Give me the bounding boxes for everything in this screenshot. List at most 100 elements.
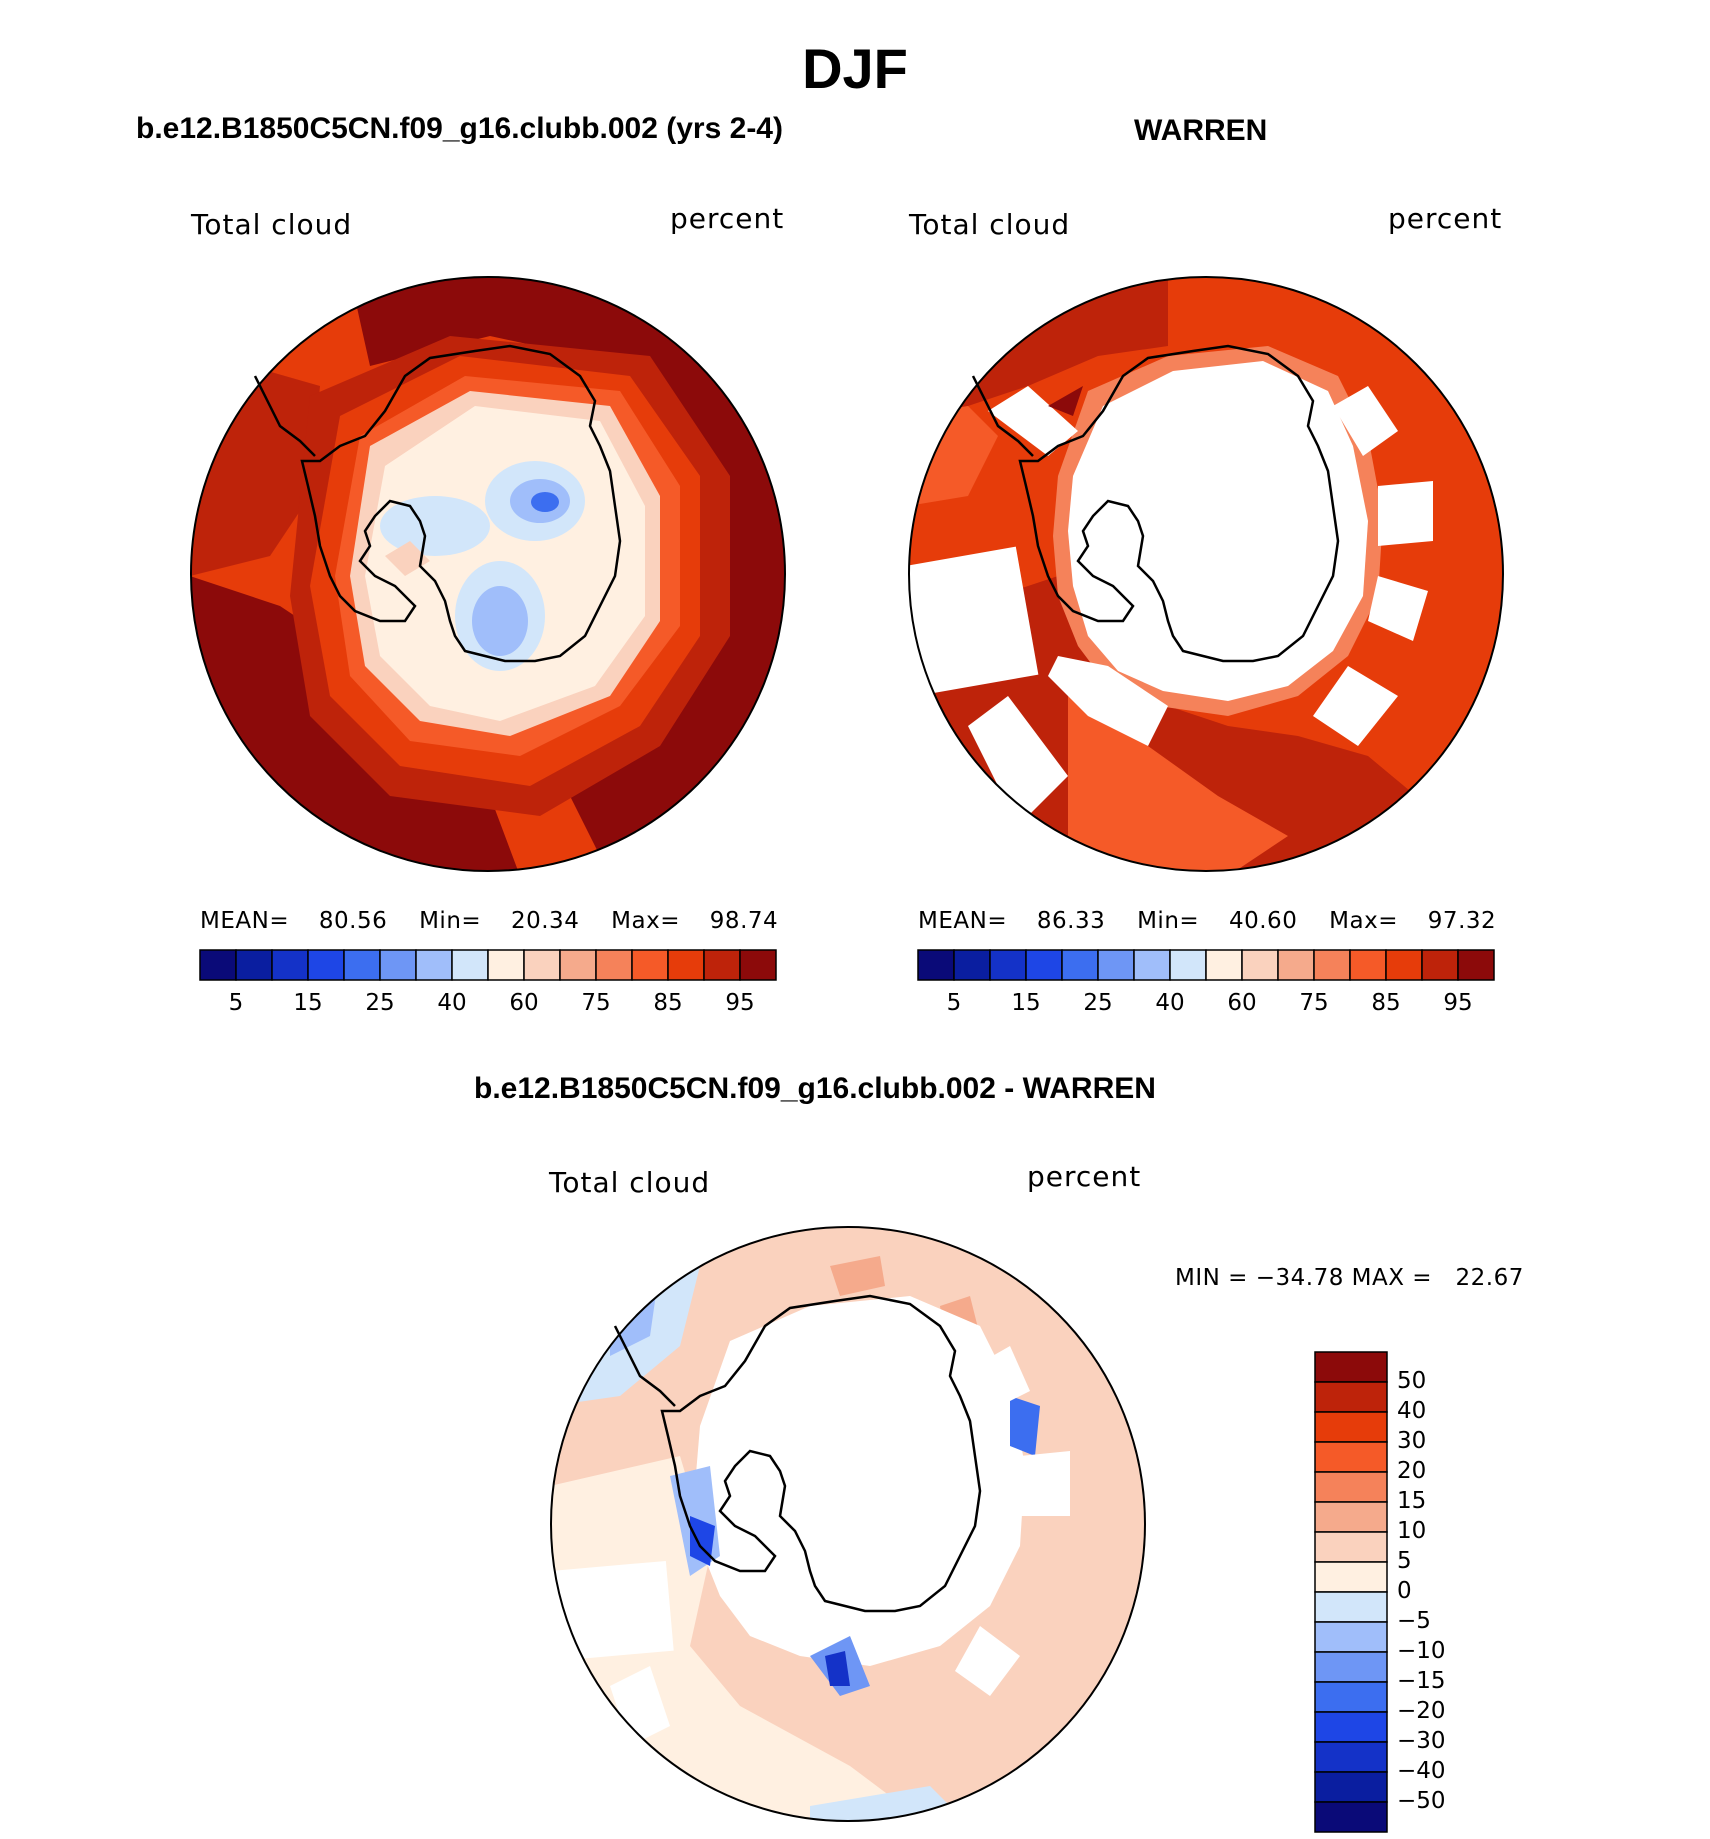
panel-1-min-value: 20.34 (510, 908, 580, 934)
diff-colorbar-segment (1314, 1771, 1388, 1803)
panel-1-colorbar-segment (451, 949, 489, 981)
panel-2-colorbar-segment (1349, 949, 1387, 981)
panel-1-colorbar-tick-label: 75 (581, 990, 611, 1016)
panel-2-min-value: 40.60 (1228, 908, 1298, 934)
panel-2-colorbar-segment (917, 949, 955, 981)
diff-colorbar-tick-label: −20 (1397, 1698, 1446, 1724)
panel-2-colorbar-segment (989, 949, 1027, 981)
diff-colorbar-segment (1314, 1381, 1388, 1413)
panel-2-colorbar-tick-label: 5 (946, 990, 962, 1016)
diff-colorbar-segment (1314, 1561, 1388, 1593)
panel-2-mean-value: 86.33 (1036, 908, 1106, 934)
diff-colorbar-segment (1314, 1591, 1388, 1623)
diff-colorbar-segment (1314, 1531, 1388, 1563)
panel-2-colorbar-segment (1169, 949, 1207, 981)
panel-2-colorbar-segment (1061, 949, 1099, 981)
panel-2-max-value: 97.32 (1427, 908, 1497, 934)
panel-1-max-value: 98.74 (709, 908, 779, 934)
panel-2-colorbar-tick-label: 85 (1371, 990, 1401, 1016)
diff-colorbar-segment (1314, 1501, 1388, 1533)
panel-1-colorbar-segment (487, 949, 525, 981)
panel-2-colorbar-tick-label: 75 (1299, 990, 1329, 1016)
diff-colorbar-segment (1314, 1471, 1388, 1503)
diff-variable-label: Total cloud (549, 1166, 711, 1199)
panel-1-variable-label: Total cloud (191, 208, 353, 241)
panel-1-colorbar-tick-label: 85 (653, 990, 683, 1016)
diff-panel-title: b.e12.B1850C5CN.f09_g16.clubb.002 - WARR… (474, 1072, 1156, 1105)
diff-colorbar-segment (1314, 1411, 1388, 1443)
panel-2-colorbar-tick-label: 95 (1443, 990, 1473, 1016)
diff-colorbar-segment (1314, 1681, 1388, 1713)
panel-1-colorbar-tick-label: 95 (725, 990, 755, 1016)
panel-1-colorbar-segment (379, 949, 417, 981)
panel-1-colorbar-tick-label: 15 (293, 990, 323, 1016)
diff-colorbar-tick-label: 10 (1397, 1518, 1427, 1544)
diff-colorbar-tick-label: −10 (1397, 1638, 1446, 1664)
diff-colorbar-tick-label: −5 (1397, 1608, 1431, 1634)
diff-colorbar (1314, 1351, 1388, 1833)
diff-minmax-text: MIN = −34.78 MAX = 22.67 (1175, 1265, 1524, 1291)
panel-2-polar-map (908, 276, 1504, 872)
diff-units-label: percent (1027, 1160, 1142, 1193)
panel-2-colorbar-segment (1385, 949, 1423, 981)
diff-colorbar-segment (1314, 1441, 1388, 1473)
panel-1-min-label: Min= (419, 908, 482, 934)
panel-1-colorbar-segment (235, 949, 273, 981)
panel-1-colorbar-tick-label: 40 (437, 990, 467, 1016)
panel-1-colorbar-segment (307, 949, 345, 981)
panel-2-colorbar-segment (1457, 949, 1495, 981)
diff-colorbar-segment (1314, 1801, 1388, 1833)
panel-2-colorbar-segment (1313, 949, 1351, 981)
panel-2-colorbar-ticks: 5 15 25 40 60 75 85 95 (918, 990, 1494, 1020)
diff-colorbar-tick-label: 30 (1397, 1428, 1427, 1454)
panel-1-polar-map (190, 276, 786, 872)
diff-colorbar-tick-label: −30 (1397, 1728, 1446, 1754)
panel-2-colorbar-tick-label: 40 (1155, 990, 1185, 1016)
panel-1-colorbar-segment (739, 949, 777, 981)
panel-1-colorbar-segment (559, 949, 597, 981)
diff-colorbar-tick-label: 20 (1397, 1458, 1427, 1484)
diff-colorbar-segment (1314, 1741, 1388, 1773)
diff-colorbar-tick-label: 5 (1397, 1548, 1412, 1574)
diff-colorbar-segment (1314, 1351, 1388, 1383)
panel-1-colorbar-segment (199, 949, 237, 981)
diff-colorbar-tick-label: −50 (1397, 1788, 1446, 1814)
panel-2-colorbar-segment (1133, 949, 1171, 981)
panel-2-colorbar-segment (1277, 949, 1315, 981)
panel-1-colorbar-tick-label: 25 (365, 990, 395, 1016)
panel-1-colorbar-segment (343, 949, 381, 981)
panel-1-colorbar-tick-label: 5 (228, 990, 244, 1016)
panel-1-colorbar-segment (415, 949, 453, 981)
diff-colorbar-tick-label: −15 (1397, 1668, 1446, 1694)
panel-2-colorbar-tick-label: 15 (1011, 990, 1041, 1016)
panel-2-min-label: Min= (1137, 908, 1200, 934)
panel-1-colorbar-tick-label: 60 (509, 990, 539, 1016)
panel-2-title: WARREN (1134, 114, 1268, 147)
page-title: DJF (802, 37, 908, 100)
panel-2-colorbar-segment (1421, 949, 1459, 981)
panel-1-stats: MEAN= 80.56 Min= 20.34 Max= 98.74 (200, 908, 778, 934)
panel-1-colorbar-segment (271, 949, 309, 981)
panel-1-colorbar-segment (523, 949, 561, 981)
diff-colorbar-tick-label: 40 (1397, 1398, 1427, 1424)
diff-colorbar-tick-label: 50 (1397, 1368, 1427, 1394)
diff-colorbar-segment (1314, 1651, 1388, 1683)
panel-2-mean-label: MEAN= (918, 908, 1008, 934)
panel-1-colorbar-segment (667, 949, 705, 981)
diff-colorbar-ticks: 50 40 30 20 15 10 5 0 −5 −10 −15 −20 −30 −40 −50 (1397, 1352, 1487, 1832)
panel-1-colorbar-segment (631, 949, 669, 981)
diff-colorbar-tick-label: −40 (1397, 1758, 1446, 1784)
panel-2-colorbar (917, 949, 1495, 981)
diff-colorbar-segment (1314, 1711, 1388, 1743)
panel-2-colorbar-segment (1241, 949, 1279, 981)
diff-colorbar-tick-label: 15 (1397, 1488, 1427, 1514)
panel-1-colorbar-segment (703, 949, 741, 981)
panel-2-colorbar-segment (953, 949, 991, 981)
panel-2-colorbar-segment (1097, 949, 1135, 981)
panel-2-colorbar-segment (1205, 949, 1243, 981)
panel-1-units-label: percent (670, 202, 785, 235)
diff-polar-map (550, 1226, 1146, 1822)
panel-2-colorbar-tick-label: 60 (1227, 990, 1257, 1016)
panel-2-units-label: percent (1388, 202, 1503, 235)
panel-1-max-label: Max= (611, 908, 680, 934)
